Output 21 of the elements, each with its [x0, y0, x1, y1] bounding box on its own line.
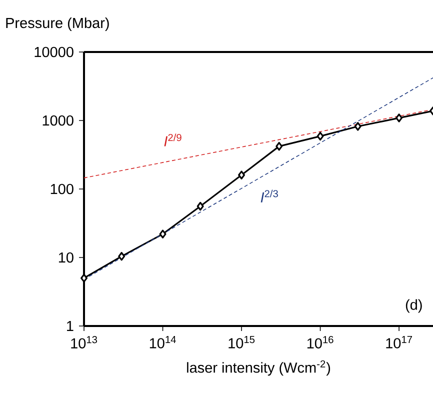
y-tick-label: 1 [67, 321, 74, 331]
x-tick-label: 10$^{17}$ [386, 336, 412, 348]
point [354, 122, 362, 131]
point [159, 230, 166, 238]
x-tick-label: 10$^{16}$ [307, 336, 334, 348]
y-tick-label: 1000 [42, 115, 74, 126]
y-tick-label: 100 [50, 184, 74, 194]
x-axis-title: laser intensity (Wcm$^{-2}$) [187, 360, 330, 376]
series-label: I$^{2/3}$ [260, 190, 278, 202]
x-tick-label: 10$^{13}$ [71, 336, 98, 348]
x-tick-label: 10$^{14}$ [150, 336, 176, 348]
y-tick-label: 10000 [34, 46, 74, 58]
y-tick-label: 10 [58, 252, 74, 263]
point [80, 274, 88, 283]
annotation: (d) [406, 299, 422, 313]
point [196, 202, 204, 211]
point [276, 142, 283, 151]
point [238, 170, 246, 180]
x-tick-label: 10$^{15}$ [228, 336, 255, 348]
series-label: I$^{2/9}$ [164, 134, 182, 146]
y-axis-title: Pressure (Mbar) [6, 17, 109, 31]
